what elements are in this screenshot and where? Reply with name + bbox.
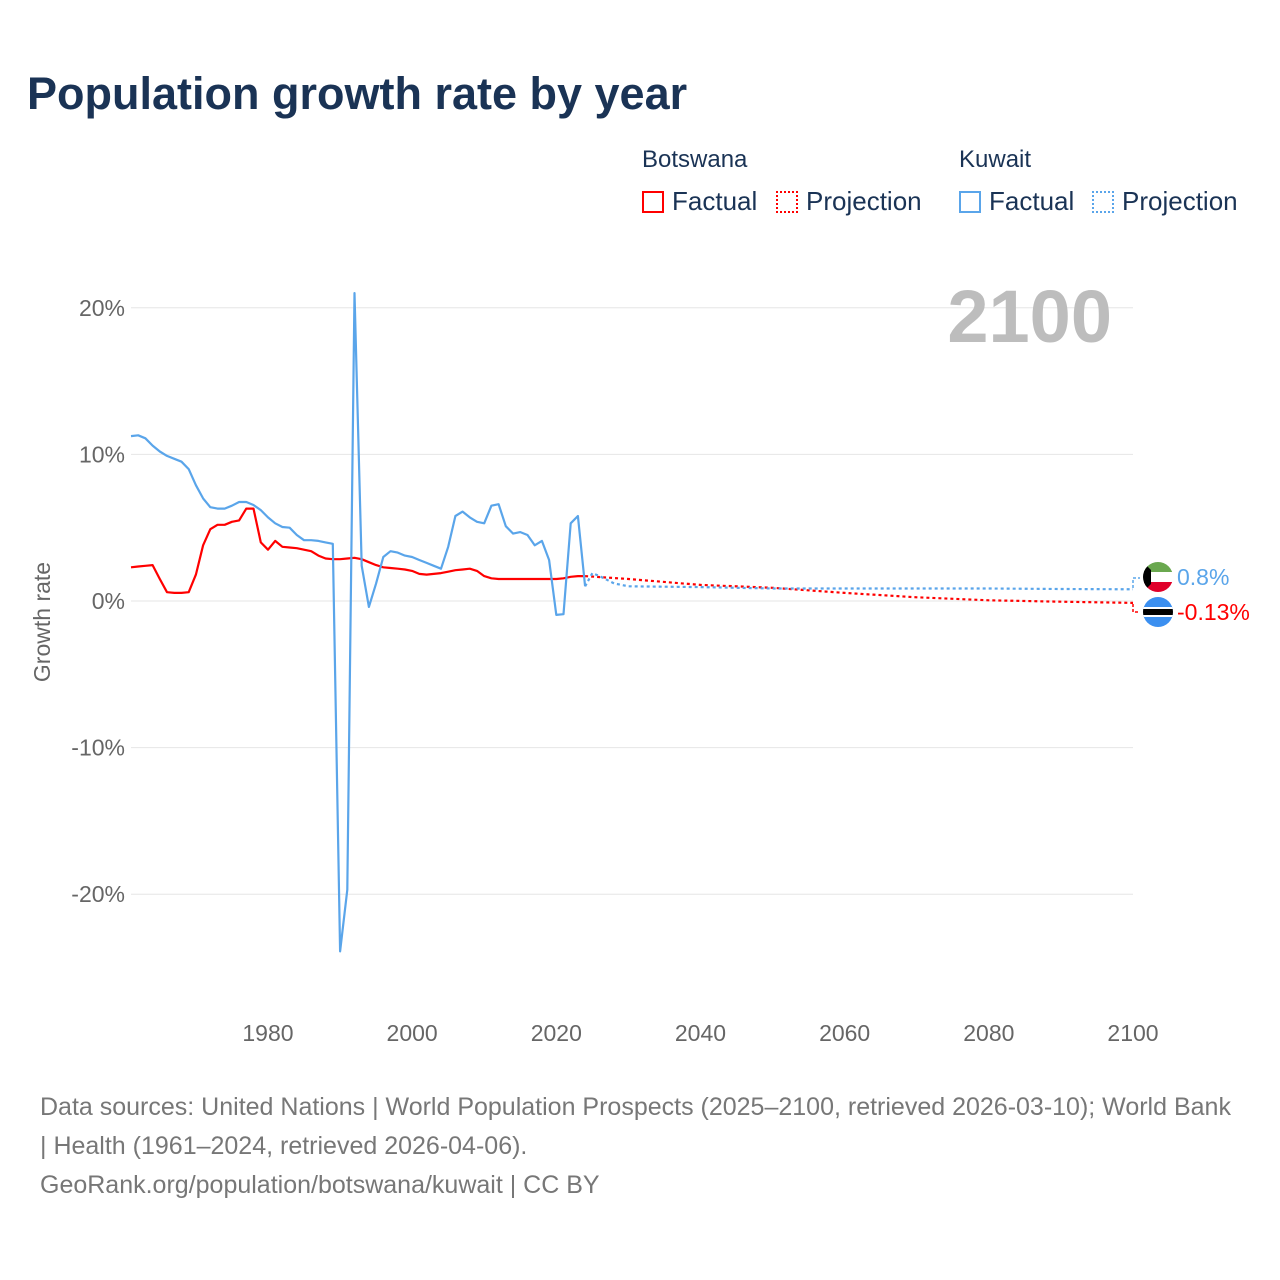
kuwait-factual-line [130, 292, 587, 953]
y-axis-label: Growth rate [29, 562, 55, 682]
legend-swatch-solid [642, 190, 664, 213]
x-tick-label: 2080 [963, 1020, 1014, 1046]
x-tick-label: 2100 [1107, 1020, 1158, 1046]
kuwait-projection-line [584, 572, 1134, 591]
chart-title: Population growth rate by year [27, 68, 688, 119]
legend-botswana-projection[interactable]: Projection [776, 186, 922, 217]
site-credit[interactable]: GeoRank.org/population/botswana/kuwait |… [40, 1171, 600, 1199]
botswana-factual-line [130, 507, 586, 594]
botswana-projection-line [585, 575, 1134, 604]
legend-label: Factual [672, 186, 758, 216]
legend-botswana-factual[interactable]: Factual [642, 186, 757, 217]
legend-swatch-dotted [1092, 190, 1114, 213]
x-tick-label: 1980 [242, 1020, 293, 1046]
x-tick-label: 2060 [819, 1020, 870, 1046]
y-tick-label: 20% [79, 295, 125, 321]
legend-label: Projection [806, 186, 922, 216]
x-tick-label: 2020 [531, 1020, 582, 1046]
legend-botswana-heading: Botswana [642, 146, 748, 173]
chart-area: 20% 10% 0% -10% -20% 1980 2000 2020 2040 2060 2080… [29, 275, 1250, 1046]
x-tick-label: 2000 [387, 1020, 438, 1046]
botswana-end-label: -0.13% [1177, 599, 1250, 625]
legend-kuwait-factual[interactable]: Factual [959, 186, 1074, 217]
botswana-flag-icon [1143, 597, 1173, 627]
legend-swatch-solid [959, 190, 981, 213]
y-tick-label: 10% [79, 441, 125, 467]
year-display: 2100 [947, 275, 1112, 358]
footer: Data sources: United Nations | World Pop… [40, 1088, 1240, 1205]
data-sources: Data sources: United Nations | World Pop… [40, 1093, 1231, 1160]
legend-kuwait-heading: Kuwait [959, 146, 1032, 173]
y-tick-label: -10% [71, 735, 125, 761]
legend-label: Projection [1122, 186, 1238, 216]
y-tick-label: 0% [92, 588, 125, 614]
legend-label: Factual [989, 186, 1075, 216]
x-tick-label: 2040 [675, 1020, 726, 1046]
legend-swatch-dotted [776, 190, 798, 213]
y-tick-label: -20% [71, 881, 125, 907]
kuwait-flag-icon [1143, 562, 1173, 592]
kuwait-end-label: 0.8% [1177, 564, 1229, 590]
legend-kuwait-projection[interactable]: Projection [1092, 186, 1238, 217]
